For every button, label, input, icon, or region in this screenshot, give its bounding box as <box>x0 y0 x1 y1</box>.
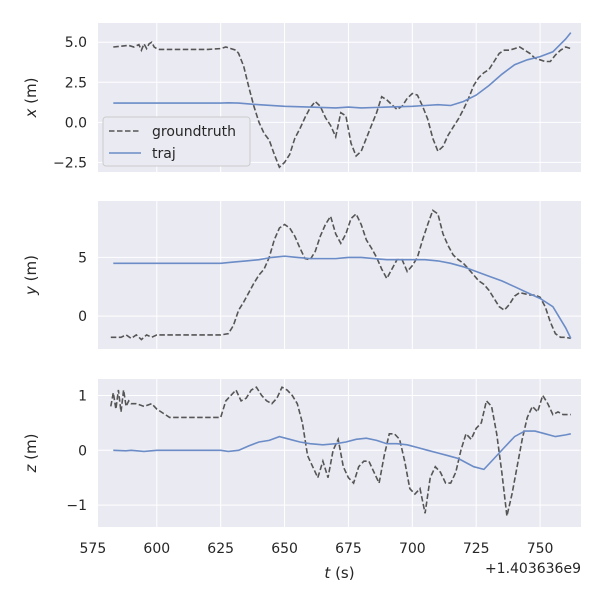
x-tick-label: 575 <box>80 541 107 557</box>
groundtruth-series-line <box>110 386 571 517</box>
y-axis-label: z (m) <box>22 434 40 474</box>
y-tick-label: 1 <box>78 388 87 404</box>
y-axis-label-unit: (m) <box>22 255 40 286</box>
x-offset-label: +1.403636e9 <box>485 561 581 577</box>
y-axis-label-unit: (m) <box>22 434 40 465</box>
x-axis-label-unit: (s) <box>330 564 354 582</box>
y-axis-label: x (m) <box>22 78 40 119</box>
z-panel: −1 0 1 z (m) 575 600 625 650 675 700 725 750 t (s) +1… <box>22 379 581 582</box>
y-axis-label-var: y <box>22 285 40 296</box>
y-tick-label: 0 <box>78 309 87 325</box>
x-tick-label: 700 <box>399 541 426 557</box>
y-tick-label: 0.0 <box>65 115 87 131</box>
y-panel: 0 5 y (m) <box>22 201 581 349</box>
y-axis-label: y (m) <box>22 255 40 296</box>
x-axis-label: t (s) <box>324 564 354 582</box>
x-panel: −2.5 0.0 2.5 5.0 x (m) groundtruth traj <box>22 23 581 172</box>
x-tick-label: 625 <box>207 541 234 557</box>
y-tick-label: 2.5 <box>65 75 87 91</box>
x-tick-label: 600 <box>143 541 170 557</box>
plot-background <box>98 201 581 349</box>
x-tick-label: 750 <box>527 541 554 557</box>
y-axis-label-var: x <box>22 108 40 118</box>
y-tick-label: 5 <box>78 250 87 266</box>
plot-background <box>98 379 581 527</box>
y-tick-label: −2.5 <box>53 155 87 171</box>
x-tick-label: 675 <box>335 541 362 557</box>
x-tick-label: 650 <box>271 541 298 557</box>
x-tick-label: 725 <box>463 541 490 557</box>
legend-label-traj: traj <box>152 146 176 162</box>
x-axis-label-var: t <box>324 564 331 582</box>
y-axis-label-unit: (m) <box>22 78 40 109</box>
y-tick-label: 0 <box>78 443 87 459</box>
traj-series-line <box>113 430 571 471</box>
legend: groundtruth traj <box>102 116 251 167</box>
legend-label-groundtruth: groundtruth <box>152 124 236 140</box>
y-tick-label: 5.0 <box>65 35 87 51</box>
traj-series-line <box>113 32 572 109</box>
groundtruth-series-line <box>113 41 572 169</box>
groundtruth-series-line <box>110 209 571 341</box>
y-axis-label-var: z <box>22 463 40 473</box>
traj-series-line <box>113 255 572 339</box>
y-tick-label: −1 <box>66 498 87 514</box>
